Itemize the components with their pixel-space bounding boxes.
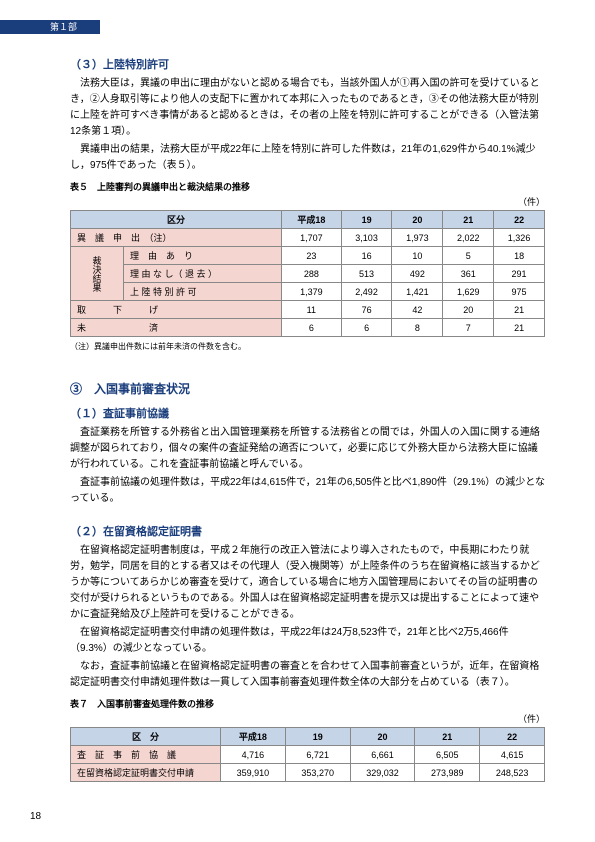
- table5-cell: 6: [341, 319, 392, 337]
- table7-cell: 353,270: [285, 764, 350, 782]
- table5-cell: 2,022: [443, 229, 494, 247]
- table7-r1-label: 在留資格認定証明書交付申請: [71, 764, 221, 782]
- table5-cell: 2,492: [341, 283, 392, 301]
- table5-cell: 513: [341, 265, 392, 283]
- table5-cell: 10: [392, 247, 443, 265]
- table5-h0: 区分: [71, 211, 282, 229]
- table5-r3-label: 上 陸 特 別 許 可: [124, 283, 282, 301]
- table7: 区 分 平成18 19 20 21 22 査 証 事 前 協 議 4,716 6…: [70, 727, 545, 782]
- table5-cell: 288: [282, 265, 342, 283]
- table5-cell: 291: [494, 265, 545, 283]
- table7-h5: 22: [480, 728, 545, 746]
- table7-cell: 273,989: [415, 764, 480, 782]
- table5-h4: 21: [443, 211, 494, 229]
- table7-cell: 6,721: [285, 746, 350, 764]
- table7-h2: 19: [285, 728, 350, 746]
- table5-cell: 492: [392, 265, 443, 283]
- sub2-p2: 在留資格認定証明書交付申請の処理件数は，平成22年は24万8,523件で，21年…: [70, 625, 545, 657]
- sec3-p2: 異議申出の結果，法務大臣が平成22年に上陸を特別に許可した件数は，21年の1,6…: [70, 142, 545, 174]
- table5-cell: 1,973: [392, 229, 443, 247]
- table5-cell: 1,707: [282, 229, 342, 247]
- table5-r5-label: 未 済: [71, 319, 282, 337]
- table5-cell: 1,379: [282, 283, 342, 301]
- table5-rowgroup: 裁決結果: [71, 247, 124, 301]
- table5-cell: 16: [341, 247, 392, 265]
- page-content: （３）上陸特別許可 法務大臣は，異議の申出に理由がないと認める場合でも，当該外国…: [0, 0, 595, 782]
- table5-cell: 42: [392, 301, 443, 319]
- table5-cell: 21: [494, 319, 545, 337]
- heading-sub1: （１）査証事前協議: [70, 405, 545, 421]
- table7-cell: 4,615: [480, 746, 545, 764]
- table5-h5: 22: [494, 211, 545, 229]
- table7-cell: 6,661: [350, 746, 415, 764]
- table5-note: （注）異議申出件数には前年未済の件数を含む。: [70, 341, 545, 352]
- table7-unit: （件）: [70, 712, 545, 725]
- table5-unit: （件）: [70, 195, 545, 208]
- sub2-p3: なお，査証事前協議と在留資格認定証明書の審査とを合わせて入国事前審査というが，近…: [70, 659, 545, 691]
- table5-r4-label: 取 下 げ: [71, 301, 282, 319]
- table5-cell: 76: [341, 301, 392, 319]
- table5-r0-label: 異 議 申 出 （注）: [71, 229, 282, 247]
- table5-cell: 1,421: [392, 283, 443, 301]
- table5-h1: 平成18: [282, 211, 342, 229]
- table5-r1-label: 理 由 あ り: [124, 247, 282, 265]
- table7-r0-label: 査 証 事 前 協 議: [71, 746, 221, 764]
- table5-cell: 7: [443, 319, 494, 337]
- table7-cell: 329,032: [350, 764, 415, 782]
- table5-h3: 20: [392, 211, 443, 229]
- table5-cell: 8: [392, 319, 443, 337]
- table5-cell: 975: [494, 283, 545, 301]
- table7-h4: 21: [415, 728, 480, 746]
- table5-r2-label: 理 由 な し（ 退 去 ）: [124, 265, 282, 283]
- table5-cell: 6: [282, 319, 342, 337]
- heading-sub2: （２）在留資格認定証明書: [70, 523, 545, 539]
- table5-h2: 19: [341, 211, 392, 229]
- page-number: 18: [30, 811, 41, 822]
- table5-cell: 20: [443, 301, 494, 319]
- table7-cell: 6,505: [415, 746, 480, 764]
- sub1-p2: 査証事前協議の処理件数は，平成22年は4,615件で，21年の6,505件と比べ…: [70, 475, 545, 507]
- table5-cell: 21: [494, 301, 545, 319]
- table7-cell: 4,716: [221, 746, 286, 764]
- part-label: 第１部: [0, 20, 100, 34]
- table5: 区分 平成18 19 20 21 22 異 議 申 出 （注） 1,707 3,…: [70, 210, 545, 337]
- table5-caption: 表５ 上陸審判の異議申出と裁決結果の推移: [70, 180, 545, 193]
- sec3-p1: 法務大臣は，異議の申出に理由がないと認める場合でも，当該外国人が①再入国の許可を…: [70, 76, 545, 140]
- heading-circle: ③ 入国事前審査状況: [70, 380, 545, 397]
- heading-3: （３）上陸特別許可: [70, 56, 545, 72]
- table5-cell: 18: [494, 247, 545, 265]
- table5-cell: 1,326: [494, 229, 545, 247]
- table5-cell: 5: [443, 247, 494, 265]
- table7-cell: 359,910: [221, 764, 286, 782]
- table5-cell: 3,103: [341, 229, 392, 247]
- table7-cell: 248,523: [480, 764, 545, 782]
- table7-caption: 表７ 入国事前審査処理件数の推移: [70, 697, 545, 710]
- table7-h1: 平成18: [221, 728, 286, 746]
- table5-cell: 1,629: [443, 283, 494, 301]
- table7-h0: 区 分: [71, 728, 221, 746]
- sub1-p1: 査証業務を所管する外務省と出入国管理業務を所管する法務省との間では，外国人の入国…: [70, 425, 545, 473]
- table5-cell: 361: [443, 265, 494, 283]
- table5-cell: 23: [282, 247, 342, 265]
- sub2-p1: 在留資格認定証明書制度は，平成２年施行の改正入管法により導入されたもので，中長期…: [70, 543, 545, 623]
- table7-h3: 20: [350, 728, 415, 746]
- table5-cell: 11: [282, 301, 342, 319]
